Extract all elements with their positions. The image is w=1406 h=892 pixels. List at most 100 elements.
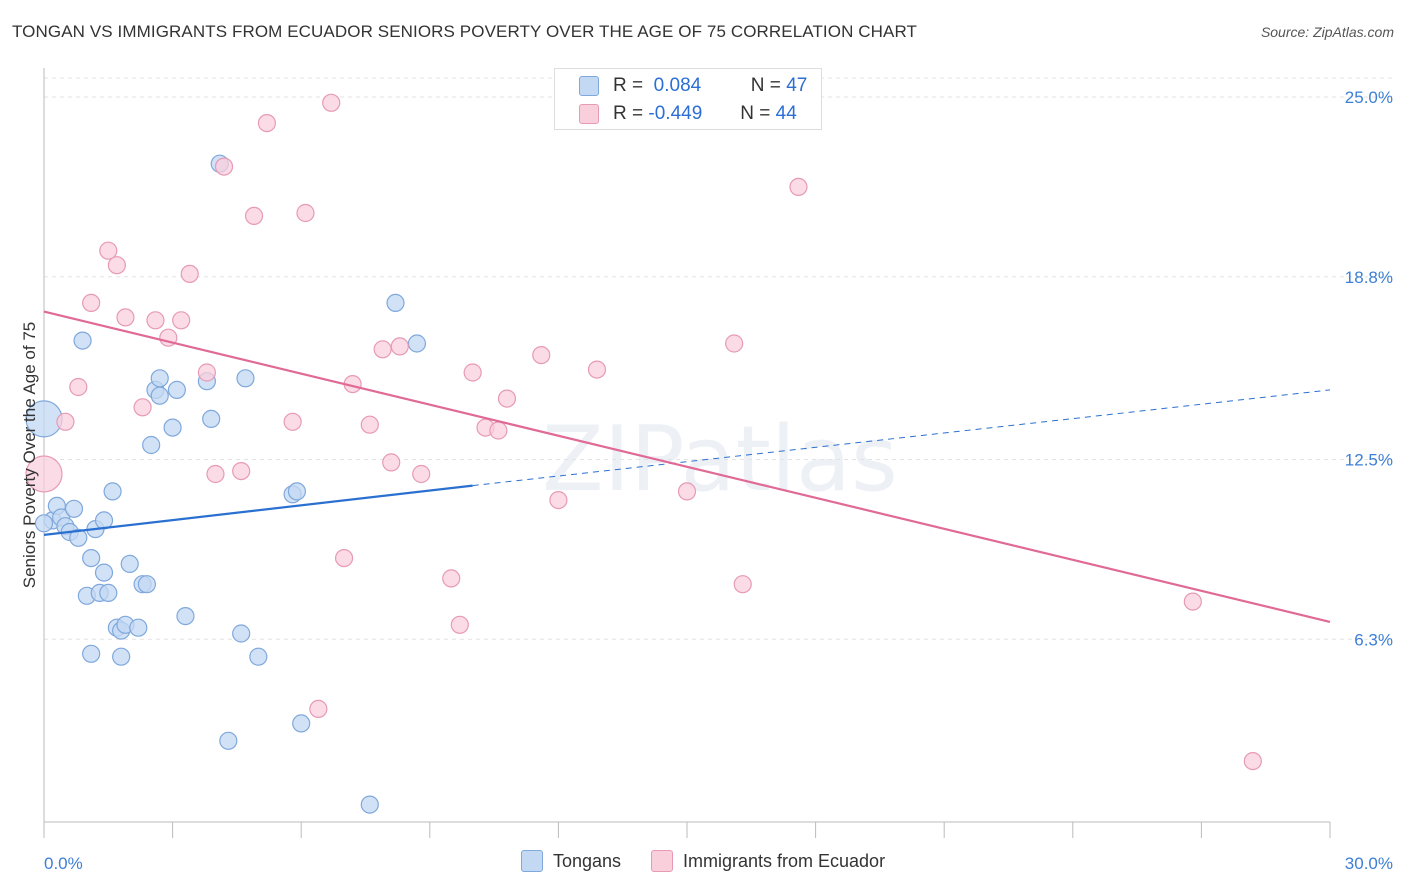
n-label: N = bbox=[750, 75, 781, 96]
ecuador-point bbox=[283, 412, 302, 431]
n-label: N = bbox=[740, 103, 771, 124]
tongans-point bbox=[150, 386, 169, 405]
x-tick-label: 0.0% bbox=[44, 854, 83, 873]
tongans-point bbox=[142, 435, 161, 455]
ecuador-points bbox=[25, 93, 1262, 771]
ecuador-point bbox=[1183, 592, 1202, 611]
stats-row-tongans: R = 0.084 N = 47 bbox=[579, 72, 807, 100]
ecuador-swatch bbox=[579, 104, 599, 124]
ecuador-point bbox=[244, 206, 264, 225]
tongans-point bbox=[287, 482, 307, 501]
source-credit: Source: ZipAtlas.com bbox=[1260, 24, 1394, 40]
ecuador-point bbox=[296, 203, 315, 223]
tongans-point bbox=[249, 647, 268, 666]
n-value: 47 bbox=[786, 75, 808, 96]
tongans-point bbox=[292, 714, 311, 733]
bottom-legend: Tongans Immigrants from Ecuador bbox=[0, 850, 1406, 872]
legend-label: Tongans bbox=[552, 850, 621, 871]
ecuador-point bbox=[99, 241, 118, 260]
ecuador-point bbox=[390, 337, 409, 356]
tongans-point bbox=[202, 409, 221, 428]
tongans-point bbox=[99, 583, 118, 603]
tongans-point bbox=[407, 334, 427, 353]
ecuador-point bbox=[25, 455, 63, 493]
ecuador-point bbox=[733, 575, 752, 594]
legend-item-tongans: Tongans bbox=[520, 850, 621, 872]
r-label: R = bbox=[613, 75, 644, 96]
legend-item-ecuador: Immigrants from Ecuador bbox=[651, 850, 885, 872]
ecuador-point bbox=[789, 177, 808, 196]
ecuador-trend-line bbox=[43, 310, 1331, 623]
tongans-swatch bbox=[579, 76, 599, 96]
tongans-point bbox=[34, 514, 54, 533]
watermark: ZIPatlas bbox=[542, 407, 898, 512]
ecuador-point bbox=[180, 264, 199, 283]
r-value: 0.084 bbox=[653, 75, 702, 96]
tongans-point bbox=[232, 624, 251, 643]
ecuador-point bbox=[257, 113, 277, 133]
trend-lines bbox=[43, 310, 1331, 623]
ecuador-point bbox=[1243, 751, 1262, 771]
ecuador-point bbox=[146, 311, 165, 330]
ecuador-swatch bbox=[651, 850, 673, 872]
tongans-trend-line bbox=[43, 484, 473, 536]
ecuador-point bbox=[322, 93, 341, 112]
ecuador-point bbox=[532, 346, 551, 365]
grid-lines bbox=[44, 77, 1394, 640]
y-tick-label: 18.8% bbox=[1345, 268, 1393, 287]
tongans-point bbox=[163, 418, 182, 437]
ecuador-point bbox=[133, 398, 152, 417]
tongans-point bbox=[69, 528, 88, 547]
x-tick-label: 30.0% bbox=[1345, 854, 1393, 873]
ecuador-point bbox=[489, 421, 508, 440]
tongans-point bbox=[167, 380, 186, 399]
ecuador-point bbox=[382, 453, 401, 472]
ecuador-point bbox=[549, 491, 568, 510]
tongans-points bbox=[25, 154, 427, 814]
tongans-point bbox=[219, 731, 238, 750]
ecuador-point bbox=[107, 256, 126, 275]
ecuador-point bbox=[82, 293, 101, 312]
legend-label: Immigrants from Ecuador bbox=[683, 850, 886, 871]
ecuador-point bbox=[206, 464, 225, 484]
ecuador-point bbox=[116, 308, 135, 327]
ecuador-point bbox=[232, 462, 251, 481]
tongans-trend-extension bbox=[472, 389, 1331, 487]
ecuador-point bbox=[497, 389, 517, 408]
ecuador-point bbox=[56, 412, 75, 431]
stats-row-ecuador: R = -0.449 N = 44 bbox=[579, 100, 797, 128]
tongans-swatch bbox=[520, 850, 543, 872]
tongans-point bbox=[236, 369, 255, 388]
tongans-point bbox=[103, 482, 122, 501]
tongans-point bbox=[150, 369, 169, 388]
tongans-point bbox=[94, 563, 114, 582]
y-tick-label: 25.0% bbox=[1345, 88, 1393, 107]
tongans-point bbox=[176, 606, 195, 626]
tick-labels: 6.3% 12.5% 18.8% 25.0% 0.0% 30.0% bbox=[44, 88, 1393, 873]
y-tick-label: 12.5% bbox=[1345, 451, 1393, 470]
tongans-point bbox=[129, 618, 148, 637]
n-value: 44 bbox=[775, 103, 797, 124]
stats-legend: R = 0.084 N = 47 R = -0.449 N = 44 bbox=[554, 68, 822, 130]
tongans-point bbox=[120, 554, 139, 574]
tongans-point bbox=[112, 647, 131, 666]
ecuador-point bbox=[587, 360, 607, 379]
ecuador-point bbox=[412, 464, 431, 484]
ecuador-point bbox=[214, 157, 234, 176]
r-label: R = bbox=[613, 103, 644, 124]
ecuador-point bbox=[442, 569, 461, 588]
ecuador-point bbox=[197, 363, 216, 382]
r-value: -0.449 bbox=[648, 103, 703, 124]
chart-title: TONGAN VS IMMIGRANTS FROM ECUADOR SENIOR… bbox=[12, 22, 918, 41]
y-axis-label: Seniors Poverty Over the Age of 75 bbox=[20, 321, 39, 589]
tongans-point bbox=[360, 795, 379, 814]
ecuador-point bbox=[450, 615, 469, 634]
ecuador-point bbox=[677, 482, 697, 501]
tongans-point bbox=[64, 499, 84, 518]
tongans-point bbox=[82, 548, 101, 568]
tongans-point bbox=[137, 575, 156, 594]
ecuador-point bbox=[69, 377, 88, 397]
ecuador-point bbox=[309, 699, 328, 719]
tongans-point bbox=[73, 331, 92, 350]
